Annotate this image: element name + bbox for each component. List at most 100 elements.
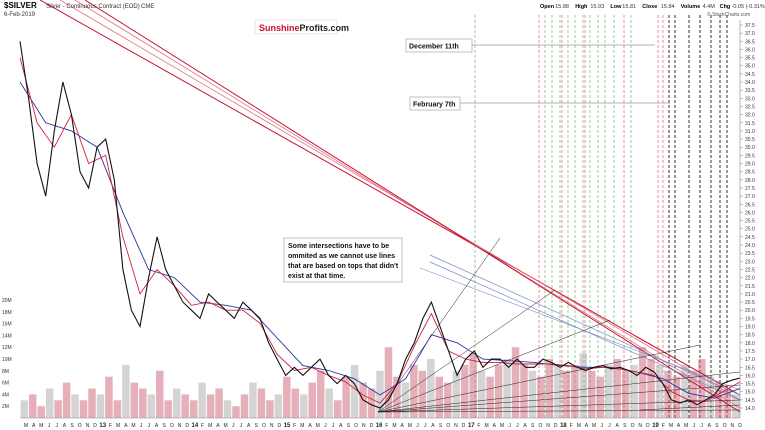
volume-bar [444,382,452,418]
support-line [639,404,741,411]
x-month-label: O [262,423,266,429]
volume-tick-label: 16M [2,322,12,328]
volume-bar [503,359,511,418]
x-month-label: M [408,423,412,429]
x-month-label: M [116,423,120,429]
volume-bar [384,347,393,418]
volume-bar [571,364,579,418]
x-month-label: J [700,423,703,429]
x-month-label: N [638,423,642,429]
volume-bar [113,400,122,418]
x-month-label: J [601,423,604,429]
volume-bar [122,364,130,418]
y-tick-label: 26.5 [745,202,755,208]
x-month-label: A [401,423,405,429]
feb-label: February 7th [413,102,455,109]
volume-bar [630,364,638,418]
chart-description: Silver - Continuous Contract (EOD) [46,4,140,10]
x-month-label: S [439,423,443,429]
x-month-label: M [24,423,28,429]
y-tick-label: 29.5 [745,153,755,159]
x-month-label: F [293,423,296,429]
volume-bar [460,364,469,418]
volume-bar [79,400,88,418]
x-month-label: A [615,423,619,429]
y-tick-label: 27.5 [745,186,755,192]
volume-bar [511,347,520,418]
y-tick-label: 20.5 [745,300,755,306]
y-tick-label: 31.0 [745,129,755,135]
volume-bar [147,394,156,418]
x-year-label: 16 [376,423,383,429]
volume-bar [486,376,494,418]
volume-bar [367,388,376,418]
volume-bar [613,359,621,418]
volume-tick-label: 18M [2,310,12,316]
x-month-label: D [370,423,374,429]
y-tick-label: 32.0 [745,113,755,119]
stat-label-volume: Volume [681,4,700,10]
x-month-label: S [163,423,167,429]
x-month-label: A [585,423,589,429]
chart-symbol: $SILVER [4,1,37,10]
volume-bar [316,370,325,418]
note-line-1: Some intersections have to be [288,243,389,250]
stat-label-chg: Chg [720,4,731,10]
y-tick-label: 16.0 [745,373,755,379]
volume-bar [206,394,215,418]
x-month-label: M [669,423,673,429]
x-month-label: D [554,423,558,429]
x-month-label: O [631,423,635,429]
y-tick-label: 15.5 [745,382,755,388]
volume-tick-label: 8M [2,369,9,375]
volume-bar [62,382,71,418]
x-month-label: F [570,423,573,429]
x-month-label: J [140,423,143,429]
stat-value-low: 15.81 [622,4,636,10]
volume-bar [604,364,613,418]
volume-bar [333,400,342,418]
x-month-label: N [454,423,458,429]
x-month-label: A [216,423,220,429]
x-month-label: J [332,423,335,429]
volume-bar [469,353,477,418]
x-month-label: F [201,423,204,429]
x-month-label: M [224,423,228,429]
x-month-label: J [240,423,243,429]
trend-line [59,0,741,401]
y-tick-label: 19.0 [745,325,755,331]
x-month-label: M [485,423,489,429]
volume-bar [376,370,384,418]
y-tick-label: 21.0 [745,292,755,298]
x-month-label: J [324,423,327,429]
stat-label-open: Open [540,4,555,10]
volume-bar [172,388,181,418]
x-month-label: F [385,423,388,429]
x-month-label: M [684,423,688,429]
volume-bar [164,400,172,418]
y-tick-label: 32.5 [745,104,755,110]
volume-bar [562,370,571,418]
x-month-label: O [446,423,450,429]
x-month-label: N [546,423,550,429]
stat-label-close: Close [642,4,657,10]
x-year-label: 18 [560,423,567,429]
y-tick-label: 17.0 [745,357,755,363]
volume-bar [621,370,630,418]
volume-bar [579,353,588,418]
stat-value-volume: 4.4M [703,4,716,10]
volume-bar [300,394,308,418]
y-tick-label: 36.5 [745,39,755,45]
x-month-label: N [86,423,90,429]
volume-tick-label: 4M [2,392,9,398]
volume-bar [588,370,596,418]
y-tick-label: 27.0 [745,194,755,200]
volume-bar [240,394,249,418]
y-tick-label: 37.0 [745,31,755,37]
volume-bar [596,376,604,418]
volume-bar [732,394,740,418]
volume-bar [139,388,147,418]
fan-line [377,344,701,413]
volume-bar [266,400,274,418]
